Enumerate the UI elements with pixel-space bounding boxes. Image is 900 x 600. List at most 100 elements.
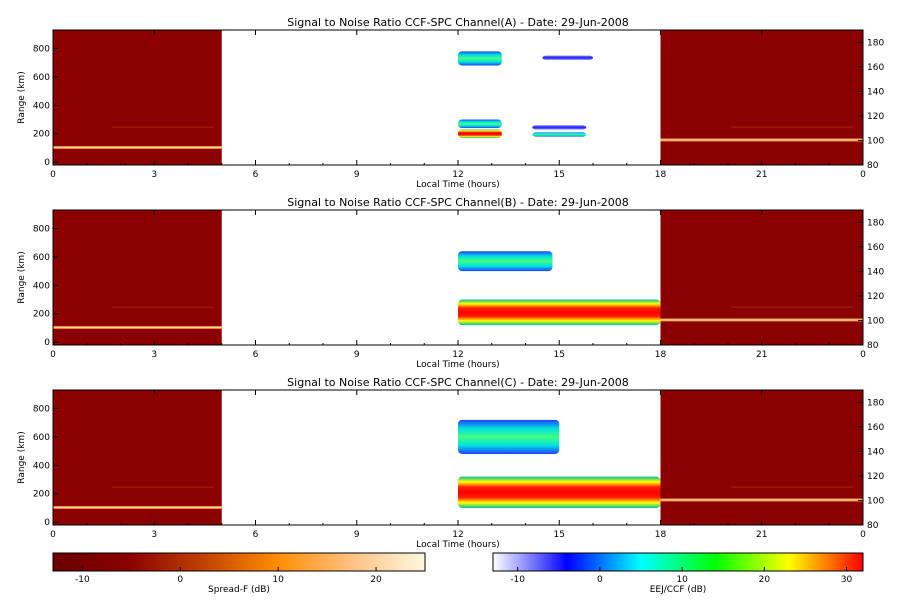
colorbar-1 <box>492 552 864 572</box>
panel-0-night-layer-core-1 <box>660 139 863 141</box>
panel-2-ylabel: Range (km) <box>17 431 27 483</box>
panel-2-night-layer-core-0 <box>53 506 222 508</box>
panel-1-echo-patch-1 <box>458 299 661 326</box>
panel-0-echo-patch-4 <box>532 125 587 130</box>
panel-1-yr-tick-label-1: 100 <box>867 316 884 326</box>
panel-1-x-tick-label-1: 3 <box>151 350 157 360</box>
panel-2-x-tick-label-6: 18 <box>655 530 667 540</box>
panel-1-yr-tick-label-5: 180 <box>867 218 884 228</box>
panel-0-title: Signal to Noise Ratio CCF-SPC Channel(A)… <box>287 16 628 29</box>
panel-0-yr-tick-label-1: 100 <box>867 136 884 146</box>
colorbar-0-label: Spread-F (dB) <box>208 585 270 595</box>
panel-0-yr-tick-label-3: 140 <box>867 87 884 97</box>
panel-2-yl-tick-label-4: 800 <box>33 404 50 414</box>
colorbar-1-tick-label-3: 20 <box>759 575 771 585</box>
panel-0-echo-patch-3 <box>458 129 502 138</box>
panel-2-xlabel: Local Time (hours) <box>416 540 499 550</box>
panel-2-x-tick-label-2: 6 <box>253 530 259 540</box>
panel-0-yl-tick-label-1: 200 <box>33 130 50 140</box>
panel-0-yl-tick-label-3: 600 <box>33 73 50 83</box>
panel-0-yr-tick-label-4: 160 <box>867 63 884 73</box>
panel-0-night-trace-0 <box>112 126 214 128</box>
panel-1-yl-tick-label-4: 800 <box>33 224 50 234</box>
panel-0-yr-tick-label-0: 80 <box>867 161 879 171</box>
colorbar-1-tick-label-1: 0 <box>597 575 603 585</box>
panel-2-yr-tick-label-5: 180 <box>867 398 884 408</box>
panel-1-yl-tick-label-0: 0 <box>44 338 50 348</box>
panel-2-yl-tick-label-3: 600 <box>33 433 50 443</box>
panel-2-x-tick-label-5: 15 <box>554 530 565 540</box>
panel-1-yl-tick-label-1: 200 <box>33 310 50 320</box>
panel-1-x-tick-label-3: 9 <box>354 350 360 360</box>
panel-1-echo-patch-0 <box>458 251 553 272</box>
colorbar-1-tick-label-4: 30 <box>841 575 853 585</box>
panel-1-night-segment-0 <box>53 210 222 345</box>
panel-1-x-tick-label-2: 6 <box>253 350 259 360</box>
panel-1-x-tick-label-6: 18 <box>655 350 667 360</box>
colorbar-0-tick-label-2: 10 <box>272 575 284 585</box>
panel-2-yl-tick-label-1: 200 <box>33 490 50 500</box>
panel-0-night-layer-core-0 <box>53 146 222 148</box>
panel-1-night-trace-0 <box>112 306 214 308</box>
colorbar-1-label: EEJ/CCF (dB) <box>650 585 707 595</box>
panel-0-night-segment-0 <box>53 30 222 165</box>
colorbar-0 <box>52 552 426 572</box>
panel-1-yr-tick-label-3: 140 <box>867 267 884 277</box>
colorbar-1-tick-label-0: -10 <box>510 575 525 585</box>
panel-2-night-segment-1 <box>660 390 863 525</box>
panel-2-x-tick-label-8: 0 <box>860 530 866 540</box>
panel-2-echo-patch-1 <box>458 476 661 508</box>
panel-2-yl-tick-label-0: 0 <box>44 518 50 528</box>
panel-2-x-tick-label-7: 21 <box>756 530 767 540</box>
panel-2-x-tick-label-4: 12 <box>452 530 463 540</box>
panel-1-xlabel: Local Time (hours) <box>416 360 499 370</box>
panel-2-x-tick-label-0: 0 <box>50 530 56 540</box>
panel-2-night-trace-1 <box>731 486 853 488</box>
panel-0-yl-tick-label-0: 0 <box>44 158 50 168</box>
panel-0-x-tick-label-6: 18 <box>655 170 667 180</box>
colorbar-0-tick-label-1: 0 <box>177 575 183 585</box>
panel-0-x-tick-label-0: 0 <box>50 170 56 180</box>
panel-1-yl-tick-label-3: 600 <box>33 253 50 263</box>
panel-1-ylabel: Range (km) <box>17 251 27 303</box>
panel-1-x-tick-label-8: 0 <box>860 350 866 360</box>
panel-1-x-tick-label-7: 21 <box>756 350 767 360</box>
panel-0-x-tick-label-5: 15 <box>554 170 565 180</box>
colorbar-1-tick-label-2: 10 <box>676 575 688 585</box>
panel-2-yl-tick-label-2: 400 <box>33 461 50 471</box>
panel-2-night-layer-core-1 <box>660 499 863 501</box>
panel-1-title: Signal to Noise Ratio CCF-SPC Channel(B)… <box>287 196 629 209</box>
panel-0-xlabel: Local Time (hours) <box>416 180 499 190</box>
panel-0-x-tick-label-3: 9 <box>354 170 360 180</box>
panel-0-echo-patch-1 <box>542 55 593 60</box>
panel-2-x-tick-label-3: 9 <box>354 530 360 540</box>
panel-1-night-segment-1 <box>660 210 863 345</box>
panel-2-night-segment-0 <box>53 390 222 525</box>
panel-2-yr-tick-label-0: 80 <box>867 521 879 531</box>
panel-0-night-trace-1 <box>731 126 853 128</box>
panel-0-x-tick-label-2: 6 <box>253 170 259 180</box>
panel-0-yr-tick-label-5: 180 <box>867 38 884 48</box>
panel-0-echo-patch-5 <box>532 132 587 137</box>
colorbar-0-tick-label-3: 20 <box>370 575 382 585</box>
panel-1-yr-tick-label-2: 120 <box>867 292 884 302</box>
panel-1-x-tick-label-4: 12 <box>452 350 463 360</box>
panel-1-yr-tick-label-4: 160 <box>867 243 884 253</box>
panel-2-yr-tick-label-2: 120 <box>867 472 884 482</box>
panel-2-echo-patch-0 <box>458 419 560 454</box>
panel-0-x-tick-label-4: 12 <box>452 170 463 180</box>
panel-0-echo-patch-0 <box>458 51 502 66</box>
panel-0-night-segment-1 <box>660 30 863 165</box>
panel-1-night-layer-core-1 <box>660 319 863 321</box>
panel-2-yr-tick-label-1: 100 <box>867 496 884 506</box>
panel-1-x-tick-label-0: 0 <box>50 350 56 360</box>
panel-0-echo-patch-2 <box>458 119 502 129</box>
panel-0-yr-tick-label-2: 120 <box>867 112 884 122</box>
panel-1-yl-tick-label-2: 400 <box>33 281 50 291</box>
panel-0-x-tick-label-8: 0 <box>860 170 866 180</box>
panel-1-night-layer-core-0 <box>53 326 222 328</box>
panel-2-title: Signal to Noise Ratio CCF-SPC Channel(C)… <box>287 376 629 389</box>
panel-1-yr-tick-label-0: 80 <box>867 341 879 351</box>
panel-1-night-trace-1 <box>731 306 853 308</box>
